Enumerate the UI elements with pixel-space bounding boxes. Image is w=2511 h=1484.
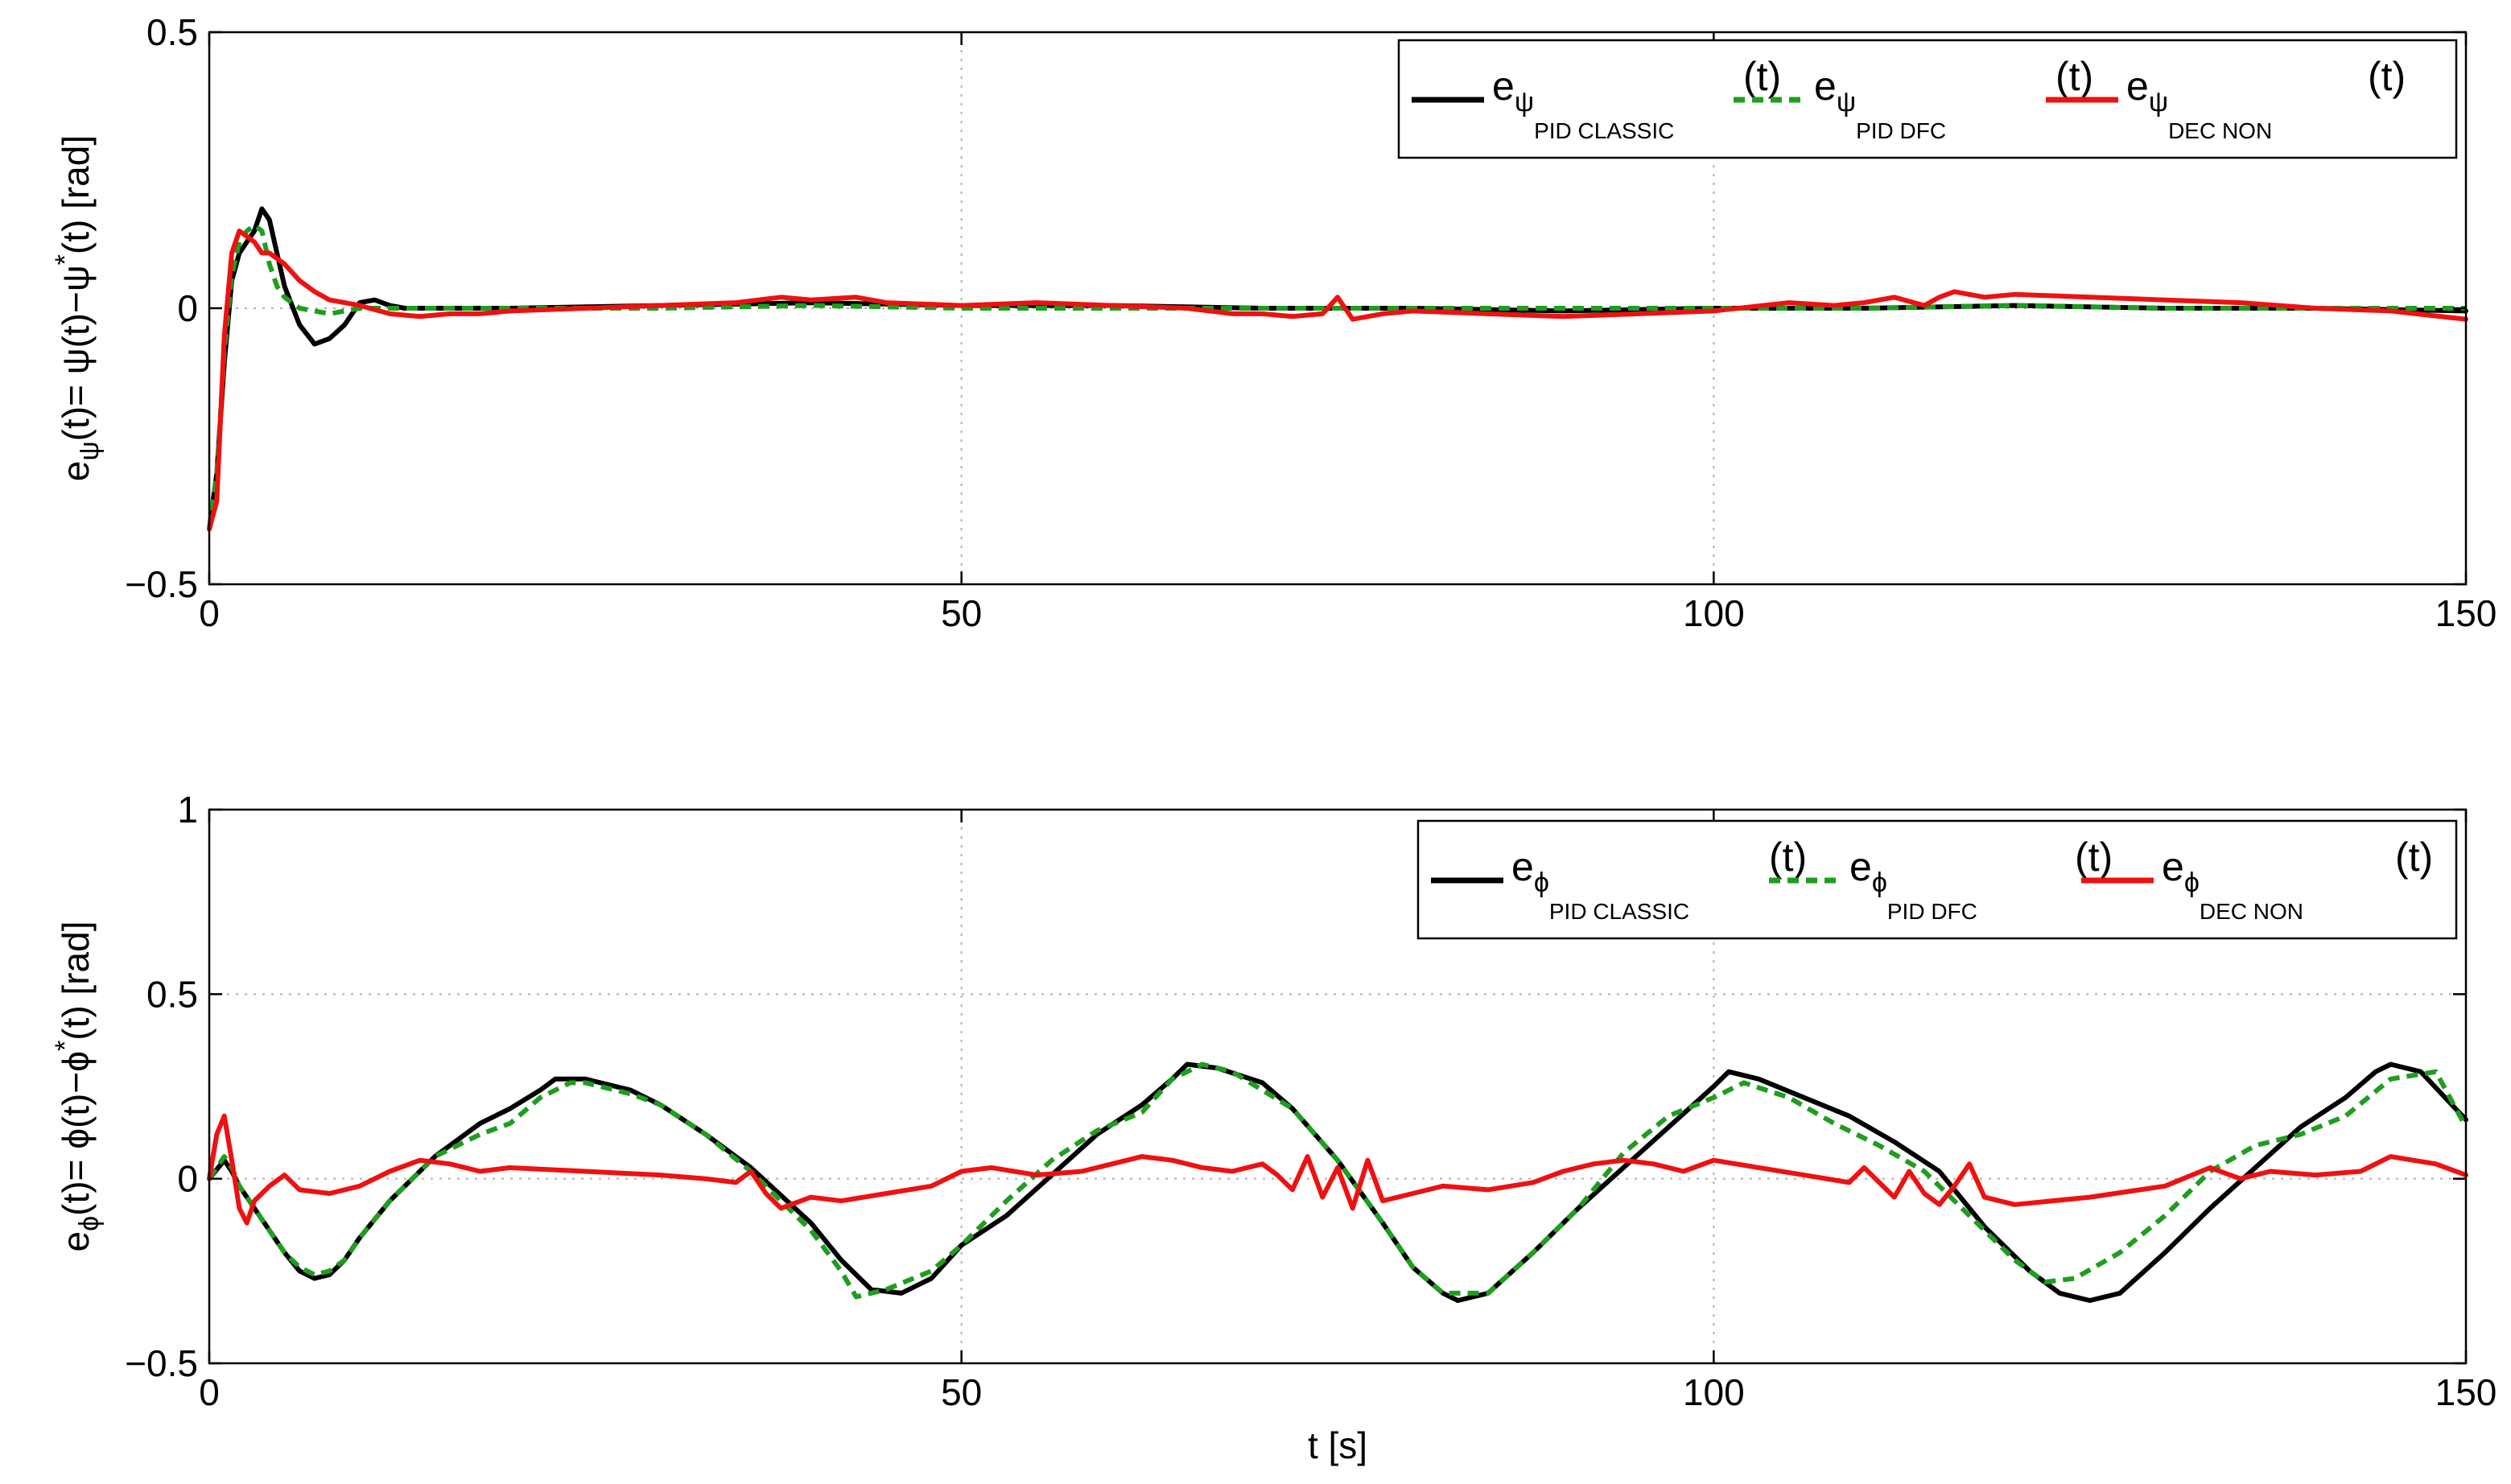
legend-label-sub: DEC NON bbox=[2200, 899, 2303, 924]
legend: eϕPID CLASSIC(t) eϕPID DFC(t) eϕDEC NON(t) bbox=[1416, 819, 2458, 940]
y-tick-label: −0.5 bbox=[125, 1342, 198, 1384]
legend-box bbox=[1416, 819, 2458, 940]
legend-item-dec-non: eψDEC NON (t) bbox=[2046, 54, 2406, 143]
legend-label-e: e bbox=[1814, 64, 1837, 109]
series-line-dec-non bbox=[207, 229, 2468, 532]
x-tick-label: 150 bbox=[2435, 1371, 2497, 1413]
y-axis-label-eq: (t)= ψ(t)−ψ bbox=[55, 265, 97, 441]
legend-item-dec-non: eϕDEC NON (t) bbox=[2081, 835, 2433, 924]
y-axis-label-eq: (t)= ϕ(t)−ϕ bbox=[55, 1051, 97, 1216]
legend-label: eψPID DFC bbox=[1814, 64, 1946, 143]
legend-label-sym: ϕ bbox=[2184, 868, 2200, 898]
y-tick-label: 1 bbox=[177, 789, 198, 831]
y-axis-label: eψ(t)= ψ(t)−ψ*(t) [rad] bbox=[50, 135, 105, 481]
legend-label-sym: ψ bbox=[1837, 87, 1856, 117]
y-axis-label-tail: (t) [rad] bbox=[55, 135, 97, 254]
series-line-dec-non bbox=[207, 1113, 2468, 1226]
x-tick-label: 50 bbox=[941, 1371, 982, 1413]
legend-label-e: e bbox=[2126, 64, 2149, 109]
legend-label: eψPID CLASSIC bbox=[1492, 64, 1674, 143]
x-tick-label: 0 bbox=[199, 592, 220, 634]
y-tick-label: 0 bbox=[177, 287, 198, 329]
legend-label-t: (t) bbox=[1769, 835, 1807, 880]
y-axis-label-e: e bbox=[55, 1231, 97, 1252]
series-line-pid-dfc bbox=[207, 1061, 2468, 1300]
legend-label-sub: PID DFC bbox=[1856, 118, 1946, 143]
legend-label-sym: ϕ bbox=[1534, 868, 1549, 898]
x-tick-label: 150 bbox=[2435, 592, 2497, 634]
legend-label: eψDEC NON bbox=[2126, 64, 2272, 143]
x-tick-label: 50 bbox=[941, 592, 982, 634]
legend-label-e: e bbox=[1511, 844, 1534, 889]
y-axis-label-sub: ϕ bbox=[74, 1216, 105, 1231]
y-axis-label-sup: * bbox=[50, 1041, 80, 1051]
legend-item-pid-classic: eψPID CLASSIC (t) bbox=[1412, 54, 1781, 143]
axes-frame bbox=[208, 808, 2468, 1365]
legend-label-sym: ϕ bbox=[1872, 868, 1887, 898]
y-tick-label: −0.5 bbox=[125, 563, 198, 605]
chart-panel-top: 0 50 100 150−0.500.5eψ(t)= ψ(t)−ψ*(t) [rad]… bbox=[50, 11, 2497, 634]
x-tick-label: 100 bbox=[1683, 592, 1745, 634]
legend-item-pid-classic: eϕPID CLASSIC (t) bbox=[1431, 835, 1807, 924]
y-tick-label: 0.5 bbox=[146, 11, 198, 53]
legend-label: eϕDEC NON bbox=[2162, 844, 2303, 924]
legend-item-pid-dfc: eϕPID DFC (t) bbox=[1769, 835, 2113, 924]
legend-label-t: (t) bbox=[2075, 835, 2113, 880]
series-line-pid-dfc bbox=[207, 223, 2466, 530]
y-axis-label-sup: * bbox=[50, 254, 80, 265]
legend-label-t: (t) bbox=[2055, 54, 2093, 99]
series-line-pid-classic bbox=[207, 1061, 2468, 1303]
y-tick-label: 0.5 bbox=[146, 973, 198, 1015]
legend-label-e: e bbox=[1849, 844, 1872, 889]
y-axis-label-e: e bbox=[55, 461, 97, 482]
x-axis-label: t [s] bbox=[1308, 1424, 1367, 1466]
y-tick-label: 0 bbox=[177, 1158, 198, 1200]
legend: eψPID CLASSIC(t) eψPID DFC(t) eψDEC NON(t) bbox=[1397, 39, 2458, 159]
x-tick-label: 0 bbox=[199, 1371, 220, 1413]
legend-label-sub: DEC NON bbox=[2168, 118, 2272, 143]
y-axis-label-tail: (t) [rad] bbox=[55, 921, 97, 1041]
legend-label: eϕPID CLASSIC bbox=[1511, 844, 1689, 924]
y-axis-label: eϕ(t)= ϕ(t)−ϕ*(t) [rad] bbox=[50, 921, 105, 1252]
legend-label: eϕPID DFC bbox=[1849, 844, 1977, 924]
x-tick-label: 100 bbox=[1683, 1371, 1745, 1413]
legend-item-pid-dfc: eψPID DFC (t) bbox=[1734, 54, 2093, 143]
series-line-pid-classic bbox=[207, 206, 2468, 532]
legend-label-t: (t) bbox=[2368, 54, 2406, 99]
legend-label-sub: PID CLASSIC bbox=[1549, 899, 1689, 924]
legend-box bbox=[1397, 39, 2458, 159]
legend-label-t: (t) bbox=[1743, 54, 1781, 99]
legend-label-sub: PID DFC bbox=[1887, 899, 1977, 924]
legend-label-e: e bbox=[2162, 844, 2184, 889]
y-axis-label-sub: ψ bbox=[74, 441, 105, 460]
legend-label-sub: PID CLASSIC bbox=[1534, 118, 1674, 143]
legend-label-t: (t) bbox=[2395, 835, 2433, 880]
legend-label-sym: ψ bbox=[2149, 87, 2168, 117]
legend-label-e: e bbox=[1492, 64, 1515, 109]
legend-label-sym: ψ bbox=[1515, 87, 1534, 117]
